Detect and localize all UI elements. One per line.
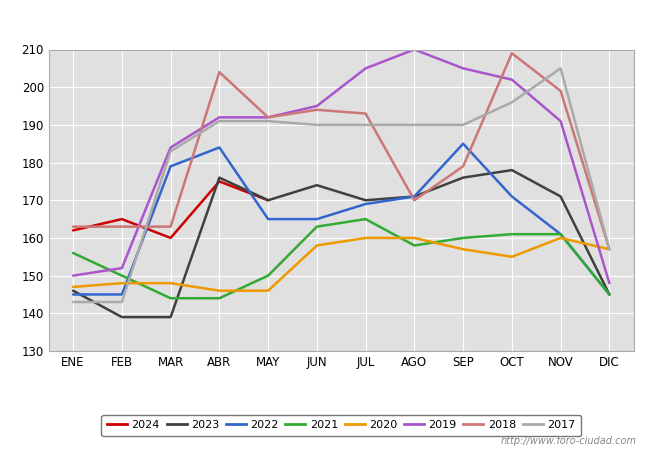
Text: Afiliados en Cortes y Graena a 31/5/2024: Afiliados en Cortes y Graena a 31/5/2024: [160, 13, 490, 28]
Legend: 2024, 2023, 2022, 2021, 2020, 2019, 2018, 2017: 2024, 2023, 2022, 2021, 2020, 2019, 2018…: [101, 414, 581, 436]
Text: http://www.foro-ciudad.com: http://www.foro-ciudad.com: [501, 436, 637, 446]
